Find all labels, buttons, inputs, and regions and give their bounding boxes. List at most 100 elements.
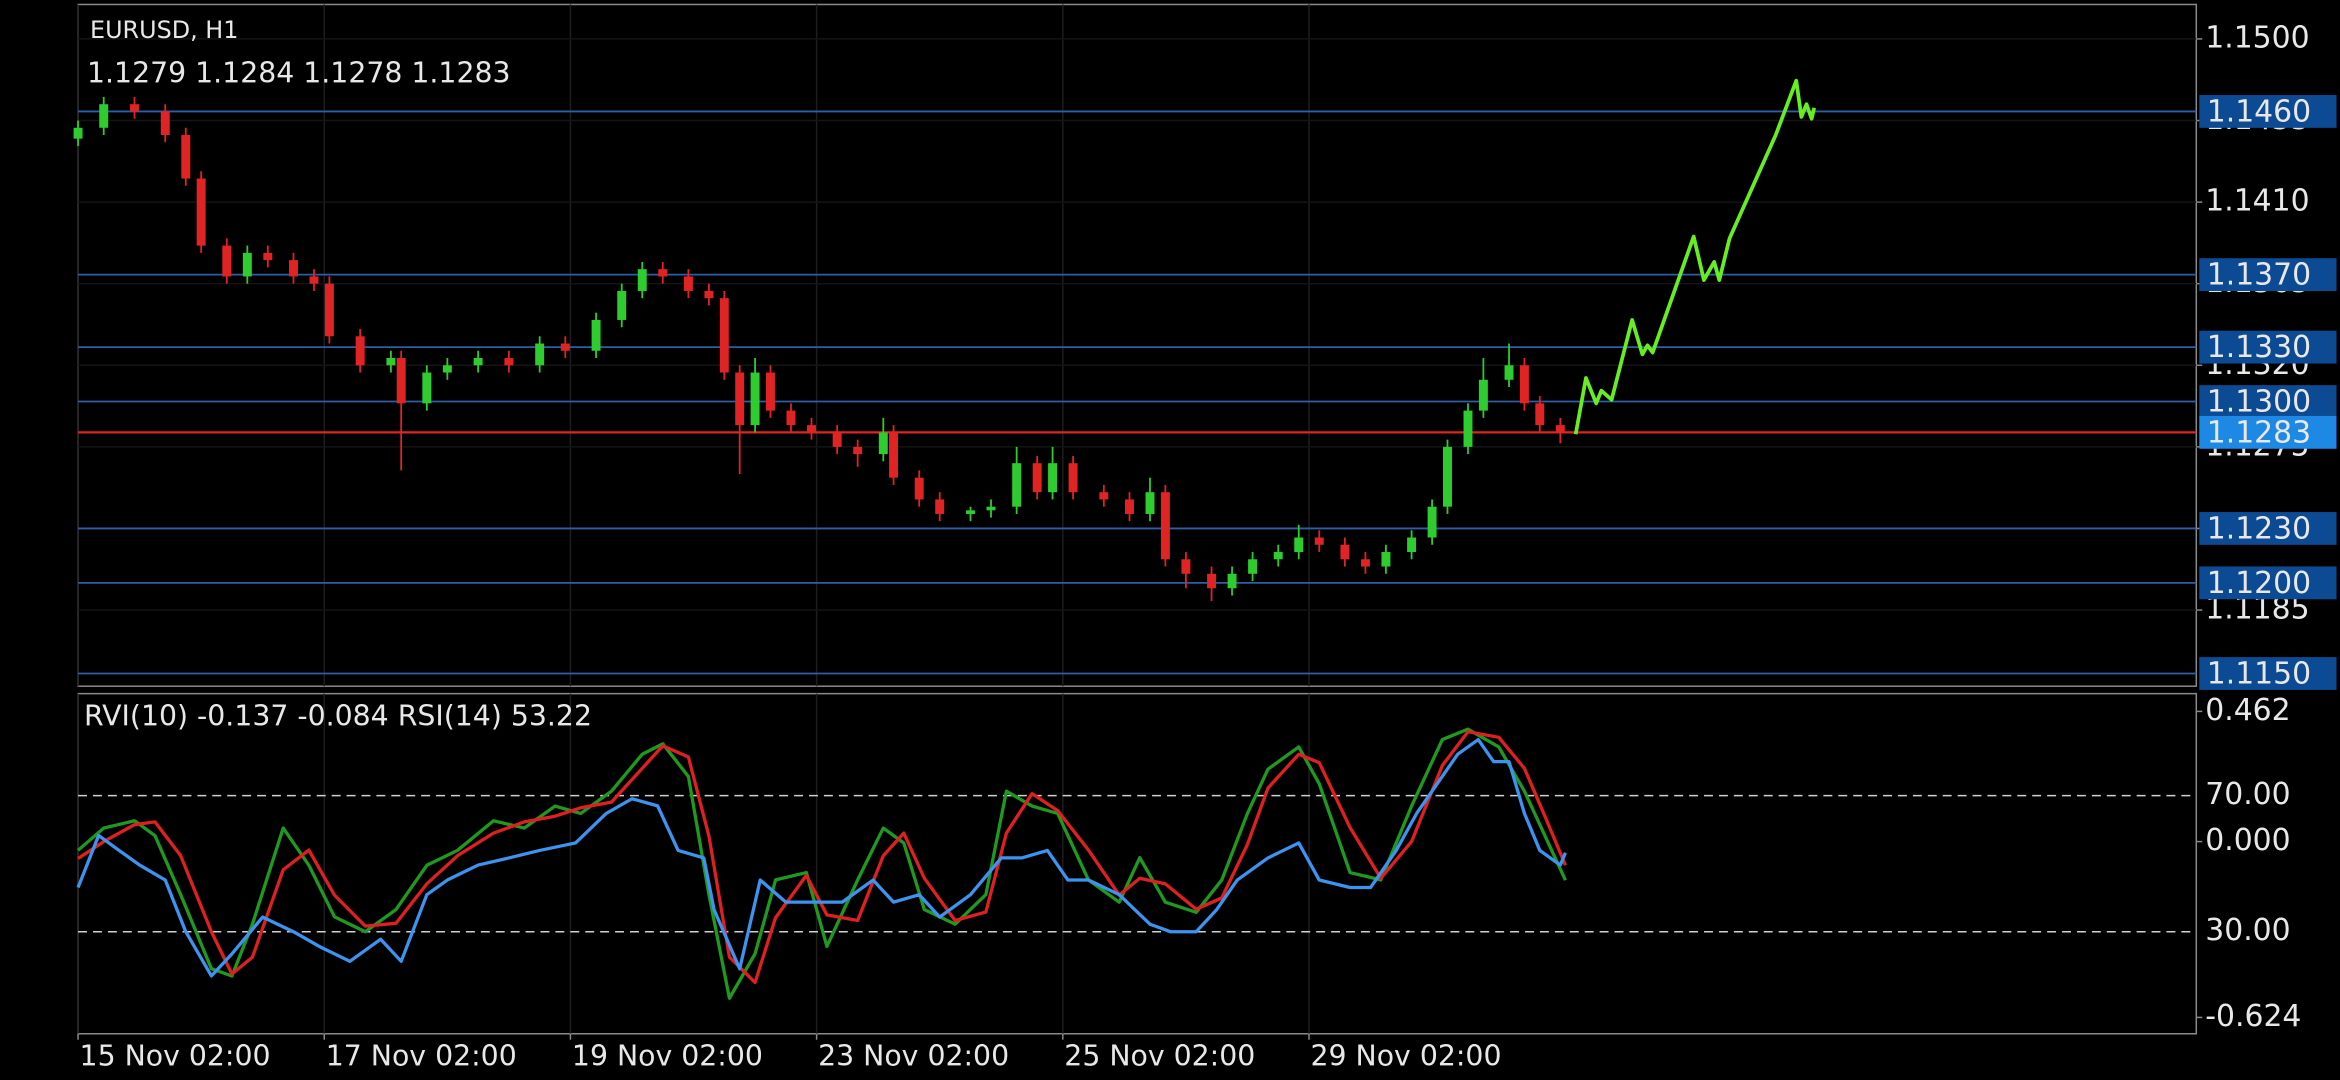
candle-body bbox=[935, 499, 945, 514]
candle-body bbox=[1145, 492, 1155, 514]
candle-body bbox=[1273, 552, 1283, 560]
candle-body bbox=[263, 252, 273, 261]
candle-body bbox=[1227, 573, 1237, 589]
candle-body bbox=[1340, 544, 1350, 560]
level-label: 1.1150 bbox=[2207, 656, 2311, 691]
candle-body bbox=[1555, 425, 1565, 433]
series-line bbox=[76, 727, 1567, 1000]
candle-body bbox=[1248, 559, 1258, 574]
y2-tick-label: 70.00 bbox=[2205, 777, 2290, 812]
level-label: 1.1300 bbox=[2207, 385, 2311, 420]
candle-body bbox=[1381, 552, 1391, 567]
candle-body bbox=[704, 290, 714, 299]
candle-body bbox=[1068, 463, 1078, 493]
level-box bbox=[2199, 330, 2337, 364]
candle-body bbox=[1099, 492, 1109, 500]
candle-body bbox=[1519, 365, 1529, 404]
candle-body bbox=[853, 446, 863, 455]
candle-body bbox=[1207, 573, 1217, 589]
candle-body bbox=[1535, 403, 1545, 426]
candle-body bbox=[535, 343, 545, 366]
candle-body bbox=[355, 336, 365, 366]
candle-body bbox=[786, 410, 796, 426]
ohlc-readout: 1.1279 1.1284 1.1278 1.1283 bbox=[87, 57, 511, 90]
x-tick-label: 17 Nov 02:00 bbox=[326, 1040, 517, 1073]
projection-line bbox=[1573, 78, 1817, 435]
candle-body bbox=[99, 104, 109, 128]
level-label: 1.1200 bbox=[2207, 566, 2311, 601]
candle-body bbox=[1478, 379, 1488, 411]
x-tick-label: 29 Nov 02:00 bbox=[1310, 1040, 1501, 1073]
candle-body bbox=[735, 372, 745, 426]
candle-body bbox=[765, 372, 775, 411]
symbol-title: EURUSD, H1 bbox=[90, 16, 238, 44]
y-tick-label: -0.624 bbox=[2205, 999, 2301, 1034]
candle-body bbox=[289, 260, 298, 277]
level-box bbox=[2199, 512, 2337, 545]
plot-layer: 1.15001.14551.14101.13651.13201.12751.12… bbox=[73, 4, 2337, 1073]
candle-body bbox=[1181, 559, 1191, 574]
candle-body bbox=[324, 283, 334, 337]
candle-body bbox=[1360, 559, 1370, 567]
candle-body bbox=[73, 127, 83, 139]
candle-body bbox=[1504, 365, 1514, 380]
candle-body bbox=[396, 358, 406, 404]
candle-body bbox=[1125, 499, 1134, 514]
candle-body bbox=[1443, 446, 1452, 507]
level-label: 1.1370 bbox=[2207, 258, 2311, 293]
candle-body bbox=[1160, 492, 1170, 560]
candle-body bbox=[637, 269, 647, 291]
candle-body bbox=[658, 269, 668, 277]
candle-body bbox=[442, 365, 452, 373]
candle-body bbox=[807, 425, 816, 433]
current-price-label: 1.1283 bbox=[2207, 415, 2311, 450]
candle-body bbox=[130, 104, 139, 112]
y-tick-label: 1.1410 bbox=[2205, 184, 2309, 219]
level-box bbox=[2199, 566, 2337, 600]
x-tick-label: 25 Nov 02:00 bbox=[1064, 1040, 1255, 1073]
candle-body bbox=[986, 506, 996, 511]
y-tick-label: 1.1500 bbox=[2205, 20, 2309, 55]
level-box bbox=[2199, 657, 2337, 690]
candle-body bbox=[719, 298, 729, 373]
candle-body bbox=[832, 432, 842, 447]
x-tick-label: 15 Nov 02:00 bbox=[80, 1040, 271, 1073]
current-price-box bbox=[2199, 415, 2337, 449]
level-label: 1.1460 bbox=[2207, 94, 2311, 129]
candle-body bbox=[422, 372, 432, 404]
candle-body bbox=[473, 358, 483, 366]
level-box bbox=[2199, 385, 2337, 418]
candle-body bbox=[504, 358, 514, 366]
candle-body bbox=[242, 252, 252, 277]
candle-body bbox=[966, 510, 975, 514]
y-tick-label: 0.462 bbox=[2205, 693, 2290, 728]
candle-body bbox=[309, 276, 319, 284]
candle-body bbox=[750, 372, 760, 426]
candle-body bbox=[591, 319, 601, 351]
candle-body bbox=[1463, 410, 1473, 447]
y-tick-label: 0.000 bbox=[2205, 823, 2290, 858]
level-box bbox=[2199, 258, 2337, 292]
candle-body bbox=[878, 432, 888, 455]
indicator-readout: RVI(10) -0.137 -0.084 RSI(14) 53.22 bbox=[84, 700, 592, 733]
candle-body bbox=[1032, 463, 1042, 493]
x-tick-label: 23 Nov 02:00 bbox=[818, 1040, 1009, 1073]
candle-body bbox=[1427, 506, 1437, 538]
candle-body bbox=[181, 135, 191, 179]
level-box bbox=[2199, 95, 2337, 128]
candle-body bbox=[1407, 537, 1417, 553]
candle-body bbox=[386, 358, 396, 366]
series-line bbox=[76, 737, 1567, 978]
level-label: 1.1230 bbox=[2207, 511, 2311, 546]
candle-body bbox=[1294, 537, 1304, 553]
candle-body bbox=[1314, 537, 1324, 545]
candle-body bbox=[160, 111, 170, 136]
candle-body bbox=[196, 178, 206, 246]
candle-body bbox=[683, 276, 693, 291]
candle-body bbox=[222, 245, 232, 277]
x-tick-label: 19 Nov 02:00 bbox=[572, 1040, 763, 1073]
candle-body bbox=[914, 477, 924, 500]
